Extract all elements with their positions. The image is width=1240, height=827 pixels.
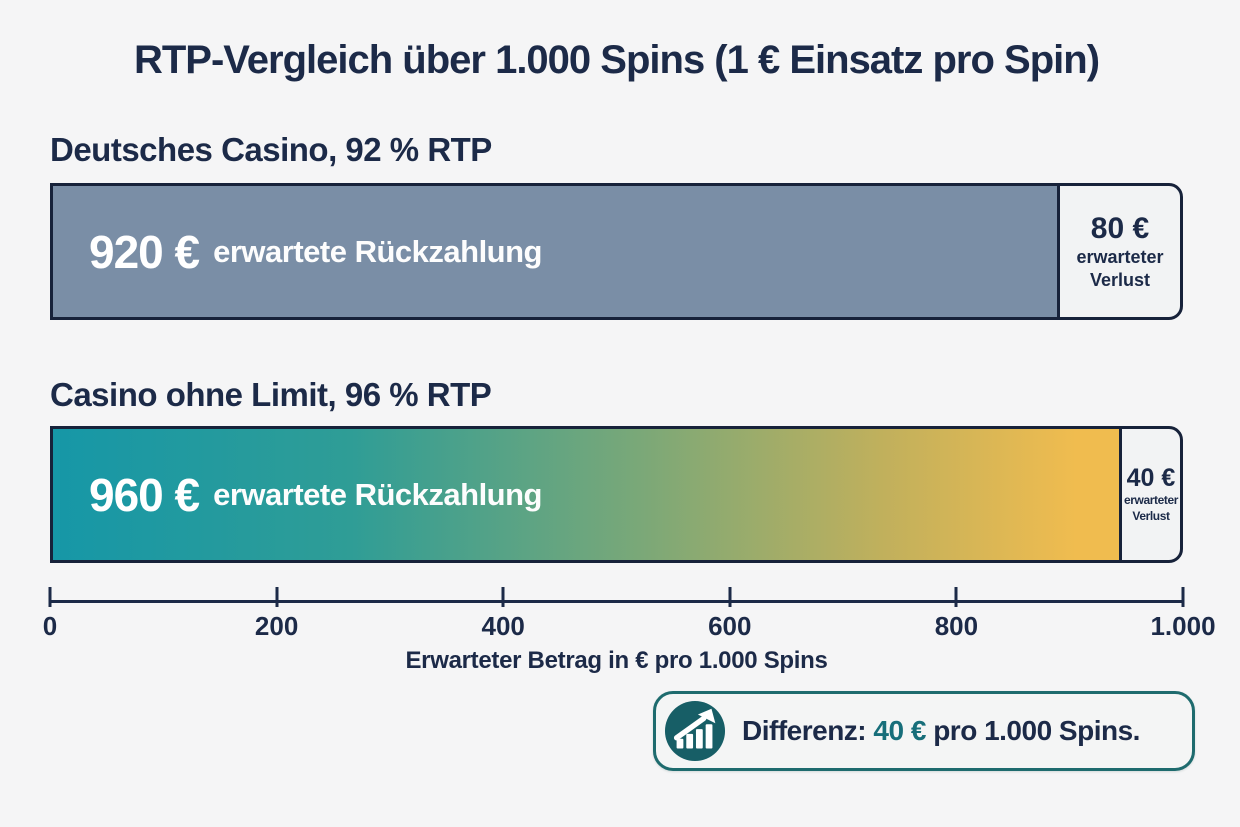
x-axis-tick-label: 1.000: [1150, 611, 1216, 641]
growth-chart-icon: [664, 700, 726, 762]
x-axis-tick: [501, 587, 505, 607]
loss-text: erwarteter Verlust: [1076, 247, 1164, 290]
payout-amount: 960 €: [89, 468, 200, 521]
loss-box-casino-ohne-limit: 40 € erwarteter Verlust: [1119, 426, 1183, 563]
payout-amount: 920 €: [89, 225, 200, 278]
x-axis-tick-label: 200: [254, 611, 299, 641]
x-axis-tick-label: 0: [42, 611, 58, 641]
x-axis-tick: [275, 587, 279, 607]
payout-text: erwartete Rückzahlung: [213, 476, 542, 512]
bar-label-deutsches-casino: Deutsches Casino, 92 % RTP: [50, 131, 492, 168]
difference-badge: Differenz: 40 € pro 1.000 Spins.: [653, 691, 1195, 771]
x-axis-tick-label: 800: [934, 611, 979, 641]
difference-suffix: pro 1.000 Spins.: [933, 715, 1140, 746]
x-axis-tick-label: 600: [708, 611, 752, 641]
loss-text: erwarteter Verlust: [1123, 493, 1179, 523]
difference-prefix: Differenz:: [742, 715, 867, 746]
x-axis-tick: [1181, 587, 1185, 607]
bar-casino-ohne-limit-payout: 960 € erwartete Rückzahlung: [50, 426, 1119, 563]
x-axis-tick: [728, 587, 732, 607]
difference-value: 40 €: [873, 715, 926, 746]
bar-row-deutsches-casino: 920 € erwartete Rückzahlung 80 € erwarte…: [50, 183, 1183, 320]
x-axis-line: [50, 600, 1183, 603]
bar-deutsches-casino-payout: 920 € erwartete Rückzahlung: [50, 183, 1057, 320]
x-axis-caption: Erwarteter Betrag in € pro 1.000 Spins: [405, 647, 828, 674]
x-axis-tick: [48, 587, 52, 607]
loss-amount: 40 €: [1126, 464, 1176, 493]
bar-row-casino-ohne-limit: 960 € erwartete Rückzahlung 40 € erwarte…: [50, 426, 1183, 563]
loss-box-deutsches-casino: 80 € erwarteter Verlust: [1057, 183, 1183, 320]
payout-text: erwartete Rückzahlung: [213, 233, 542, 269]
x-axis: 0 200 400 600 800 1.000: [43, 587, 1216, 641]
x-axis-tick-label: 400: [481, 611, 525, 641]
x-axis-tick: [954, 587, 958, 607]
difference-text: Differenz: 40 € pro 1.000 Spins.: [742, 715, 1140, 747]
loss-amount: 80 €: [1090, 212, 1150, 245]
bar-label-casino-ohne-limit: Casino ohne Limit, 96 % RTP: [50, 376, 492, 413]
chart-title: RTP-Vergleich über 1.000 Spins (1 € Eins…: [133, 38, 1100, 82]
